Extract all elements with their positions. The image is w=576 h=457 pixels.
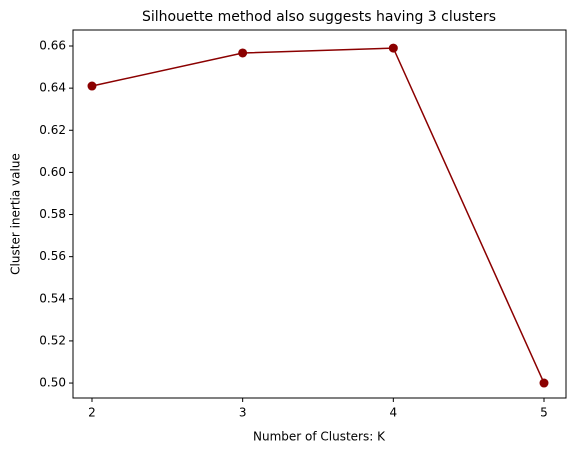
y-tick-label: 0.50 — [39, 376, 66, 390]
data-point — [87, 81, 97, 91]
y-axis-label: Cluster inertia value — [9, 153, 23, 275]
y-tick-label: 0.66 — [39, 39, 66, 53]
data-line — [91, 47, 545, 384]
x-tick-label: 3 — [239, 406, 247, 420]
y-tick-label: 0.54 — [39, 291, 66, 305]
y-tick-label: 0.52 — [39, 333, 66, 347]
chart-title: Silhouette method also suggests having 3… — [142, 9, 496, 25]
y-tick-label: 0.62 — [39, 123, 66, 137]
x-tick-label: 5 — [540, 406, 548, 420]
data-point — [539, 378, 549, 388]
y-tick-label: 0.64 — [39, 81, 66, 95]
x-axis-label: Number of Clusters: K — [253, 430, 386, 444]
y-tick-label: 0.60 — [39, 165, 66, 179]
x-tick-label: 2 — [88, 406, 96, 420]
x-tick-label: 4 — [390, 406, 398, 420]
y-tick-label: 0.56 — [39, 249, 66, 263]
y-tick-label: 0.58 — [39, 207, 66, 221]
data-point — [388, 43, 398, 53]
data-point — [238, 48, 248, 58]
plot-frame — [72, 29, 567, 399]
